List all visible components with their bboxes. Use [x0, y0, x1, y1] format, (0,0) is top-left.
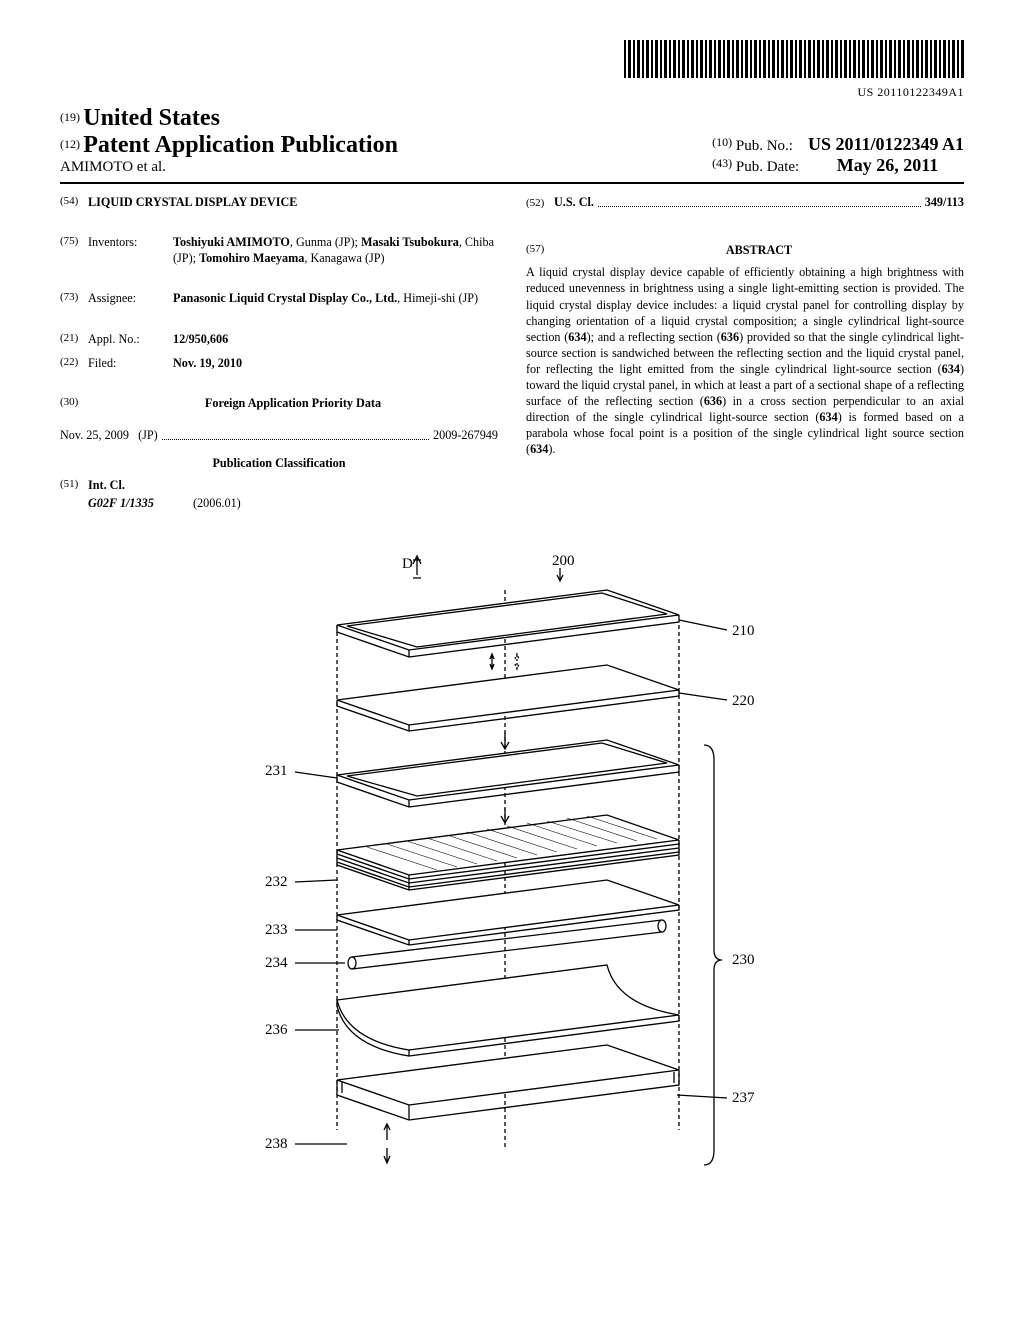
- filed-label: Filed:: [88, 355, 173, 371]
- assignee-label: Assignee:: [88, 290, 173, 306]
- abstract-code: (57): [526, 242, 554, 264]
- header-left: (19) United States (12) Patent Applicati…: [60, 105, 398, 176]
- pub-type: Patent Application Publication: [83, 132, 398, 158]
- dots-leader-2: [598, 206, 921, 207]
- fig-label-230: 230: [732, 952, 755, 968]
- pubno-label: Pub. No.:: [736, 138, 793, 154]
- left-column: (54) LIQUID CRYSTAL DISPLAY DEVICE (75) …: [60, 194, 498, 520]
- priority-row: Nov. 25, 2009 (JP) 2009-267949: [60, 427, 498, 443]
- fig-label-234: 234: [265, 955, 288, 971]
- fig-label-232: 232: [265, 874, 288, 890]
- fig-layer-220: [337, 665, 679, 731]
- right-column: (52) U.S. Cl. 349/113 (57) ABSTRACT A li…: [526, 194, 964, 520]
- barcode-area: US 20110122349A1: [60, 40, 964, 100]
- applno-code: (21): [60, 331, 88, 347]
- fig-layer-236: [337, 965, 679, 1056]
- pubclass-label: Publication Classification: [60, 455, 498, 471]
- priority-country: (JP): [138, 427, 158, 443]
- uscl-value: 349/113: [925, 194, 964, 210]
- exploded-figure: D 200 210 220: [60, 550, 964, 1174]
- fig-label-237: 237: [732, 1090, 755, 1106]
- pubno: US 2011/0122349 A1: [808, 134, 964, 154]
- intcl-symbol: G02F 1/1335: [88, 495, 193, 511]
- applno-value: 12/950,606: [173, 331, 498, 347]
- pubdate: May 26, 2011: [837, 155, 939, 175]
- uscl-label: U.S. Cl.: [554, 194, 594, 210]
- title-code: (54): [60, 194, 88, 210]
- header-row: (19) United States (12) Patent Applicati…: [60, 105, 964, 184]
- header-authors: AMIMOTO et al.: [60, 159, 398, 176]
- fig-label-220: 220: [732, 693, 755, 709]
- barcode-number: US 20110122349A1: [857, 85, 964, 99]
- dots-leader: [162, 439, 429, 440]
- fig-layer-233: [337, 880, 679, 945]
- abstract-label: ABSTRACT: [554, 242, 964, 258]
- pubno-code: (10): [712, 135, 732, 149]
- inventors-code: (75): [60, 234, 88, 266]
- pubdate-label: Pub. Date:: [736, 159, 799, 175]
- filed-code: (22): [60, 355, 88, 371]
- abstract-body: A liquid crystal display device capable …: [526, 264, 964, 457]
- fig-label-236: 236: [265, 1022, 288, 1038]
- kind-code: (12): [60, 137, 80, 151]
- pubdate-code: (43): [712, 156, 732, 170]
- fig-layer-210: [337, 590, 679, 657]
- inventors-value: Toshiyuki AMIMOTO, Gunma (JP); Masaki Ts…: [173, 234, 498, 266]
- fig-label-233: 233: [265, 922, 288, 938]
- assignee-code: (73): [60, 290, 88, 306]
- intcl-label: Int. Cl.: [88, 477, 125, 493]
- country: United States: [83, 105, 220, 131]
- foreign-code: (30): [60, 395, 88, 411]
- fig-label-210: 210: [732, 623, 755, 639]
- header-right: (10) Pub. No.: US 2011/0122349 A1 (43) P…: [712, 134, 964, 176]
- fig-label-200: 200: [552, 553, 575, 569]
- barcode-graphic: [624, 40, 964, 78]
- fig-label-D: D: [402, 556, 413, 572]
- applno-label: Appl. No.:: [88, 331, 173, 347]
- intcl-code: (51): [60, 477, 88, 493]
- invention-title: LIQUID CRYSTAL DISPLAY DEVICE: [88, 194, 297, 210]
- spacer: [60, 495, 88, 511]
- fig-layer-237: [337, 1045, 679, 1120]
- assignee-value: Panasonic Liquid Crystal Display Co., Lt…: [173, 290, 498, 306]
- fig-layer-232: [337, 815, 679, 890]
- priority-date: Nov. 25, 2009: [60, 427, 129, 443]
- filed-value: Nov. 19, 2010: [173, 355, 498, 371]
- fig-label-238: 238: [265, 1136, 288, 1152]
- country-code: (19): [60, 110, 80, 124]
- inventors-label: Inventors:: [88, 234, 173, 266]
- uscl-code: (52): [526, 196, 554, 211]
- foreign-label: Foreign Application Priority Data: [88, 395, 498, 411]
- priority-num: 2009-267949: [433, 427, 498, 443]
- biblio-columns: (54) LIQUID CRYSTAL DISPLAY DEVICE (75) …: [60, 194, 964, 520]
- fig-layer-231: [337, 740, 679, 807]
- fig-label-231: 231: [265, 763, 288, 779]
- intcl-edition: (2006.01): [193, 495, 241, 511]
